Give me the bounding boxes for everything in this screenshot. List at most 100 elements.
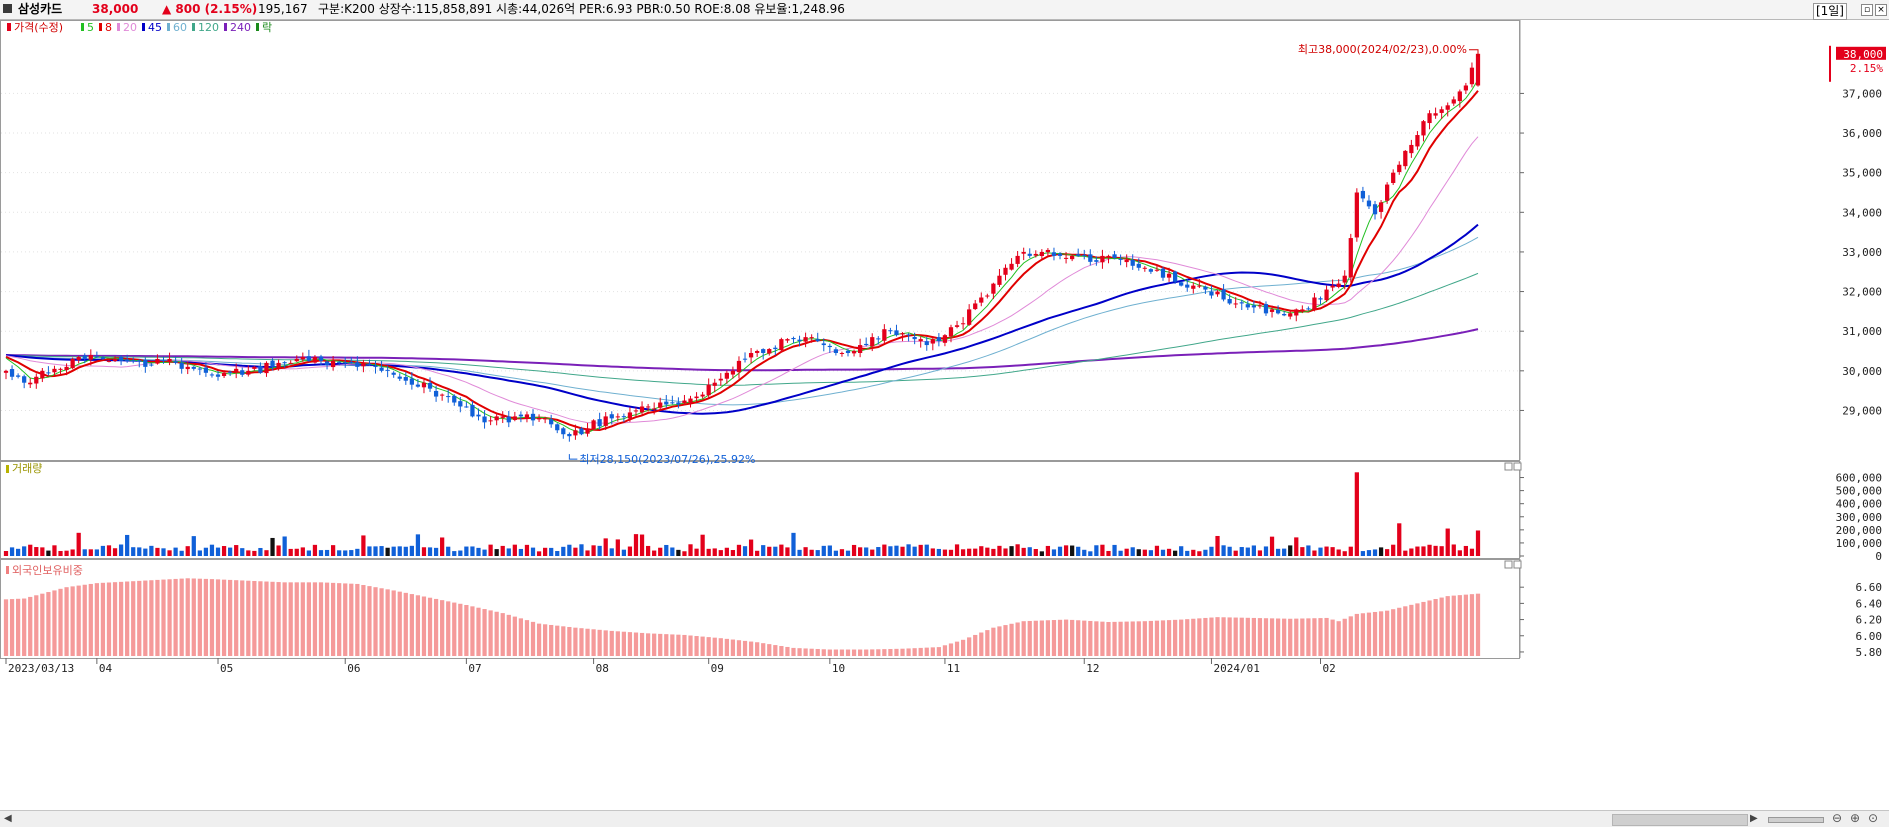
candle-body	[234, 368, 239, 372]
volume-bar	[367, 546, 372, 556]
volume-bar	[185, 546, 190, 556]
candle-body	[1360, 190, 1366, 199]
candle-body	[1318, 298, 1323, 300]
candle-body	[615, 416, 620, 418]
volume-bar	[906, 544, 911, 556]
volume-bar	[1118, 550, 1123, 556]
foreign-ratio-bar	[240, 580, 245, 656]
candle-body	[1015, 255, 1020, 264]
price-tick-label: 33,000	[1842, 246, 1882, 259]
volume-bar	[573, 547, 578, 556]
foreign-ratio-bar	[858, 649, 863, 656]
chart-scrollbar[interactable]: ◀ ▶ ⊖ ⊕ ⊙	[0, 810, 1889, 827]
volume-bar	[954, 544, 960, 556]
volume-bar	[52, 545, 57, 556]
volume-bar	[761, 545, 766, 556]
close-icon[interactable]: ×	[1875, 4, 1887, 16]
volume-bar	[397, 546, 402, 556]
volume-bar	[1275, 548, 1281, 556]
candle-body	[118, 356, 124, 361]
foreign-ratio-bar	[1397, 607, 1402, 656]
foreign-ratio-bar	[276, 582, 281, 656]
candle-body	[1154, 269, 1160, 271]
candle-body	[688, 398, 693, 403]
candle-body	[1269, 309, 1275, 312]
volume-bar	[858, 547, 863, 556]
volume-bar	[1027, 547, 1032, 556]
price-tick-label: 30,000	[1842, 365, 1882, 378]
scroll-right-icon[interactable]: ▶	[1750, 813, 1758, 824]
candle-body	[518, 414, 524, 417]
legend-ma-swatch-20	[117, 23, 120, 31]
candle-body	[1403, 150, 1408, 167]
candle-body	[1045, 249, 1051, 253]
volume-bar	[1330, 547, 1335, 556]
zoom-out-icon[interactable]: ⊖	[1832, 811, 1843, 825]
legend-ma-label-240: 240	[230, 21, 251, 34]
volume-tick-label: 500,000	[1836, 485, 1882, 498]
foreign-ratio-bar	[603, 630, 608, 656]
minimize-icon[interactable]: ▫	[1861, 4, 1873, 16]
foreign-ratio-bar	[839, 649, 845, 656]
panel-maximize-icon	[1504, 560, 1513, 569]
x-tick-label: 09	[711, 662, 724, 675]
candle-body	[1391, 172, 1396, 183]
candle-body	[1039, 251, 1044, 257]
volume-bar	[270, 537, 275, 556]
price-tick-label: 35,000	[1842, 167, 1882, 180]
candle-body	[670, 402, 675, 404]
candle-body	[882, 329, 887, 341]
volume-bar	[676, 549, 681, 556]
volume-bar	[379, 546, 384, 556]
panel-maximize-icon	[1504, 462, 1513, 471]
volume-bar	[561, 546, 566, 556]
candle-body	[767, 349, 772, 354]
last-price-badge: 38,000	[1843, 48, 1883, 61]
zoom-slider[interactable]	[1768, 817, 1824, 823]
volume-bar	[1288, 545, 1293, 556]
foreign-ratio-bar	[70, 586, 75, 656]
period-button[interactable]: [1일]	[1812, 3, 1847, 20]
volume-bar	[1463, 545, 1469, 556]
candle-body	[1385, 184, 1390, 201]
x-tick-label: 06	[347, 662, 360, 675]
volume-bar	[1076, 546, 1081, 556]
foreign-ratio-bar	[609, 630, 614, 656]
volume-bar	[682, 551, 687, 556]
volume-bar	[167, 550, 172, 556]
volume-bar	[1191, 549, 1196, 556]
stock-stats: 구분:K200 상장수:115,858,891 시총:44,026억 PER:6…	[318, 2, 845, 16]
last-price-badge-bg	[1836, 46, 1886, 60]
foreign-ratio-bar	[561, 626, 566, 656]
candle-body	[821, 343, 826, 346]
foreign-ratio-bar	[100, 582, 106, 656]
price-tick-label: 36,000	[1842, 127, 1882, 140]
scroll-left-icon[interactable]: ◀	[4, 813, 12, 824]
panel-close-icon	[1513, 462, 1522, 471]
candle-body	[500, 416, 505, 418]
volume-bar	[137, 547, 142, 556]
volume-bar	[1342, 551, 1347, 556]
zoom-in-icon[interactable]: ⊕	[1850, 811, 1861, 825]
volume-bar	[1421, 546, 1426, 556]
foreign-tick-label: 6.60	[1856, 581, 1883, 594]
candle-body	[664, 401, 669, 405]
foreign-ratio-bar	[1336, 621, 1341, 656]
foreign-ratio-bar	[906, 648, 911, 656]
foreign-ratio-bar	[264, 581, 269, 656]
volume-bar	[712, 548, 717, 556]
candle-body	[730, 370, 736, 375]
volume-bar	[1263, 546, 1269, 556]
scroll-thumb[interactable]	[1612, 814, 1748, 826]
volume-bar	[355, 548, 360, 556]
stock-name[interactable]: 삼성카드	[18, 2, 63, 16]
foreign-ratio-bar	[736, 640, 742, 656]
volume-bar	[633, 534, 639, 556]
zoom-reset-icon[interactable]: ⊙	[1868, 811, 1879, 825]
volume-bar	[597, 545, 602, 556]
candle-body	[1148, 269, 1154, 272]
candle-body	[397, 376, 402, 379]
volume-bar	[1451, 544, 1456, 556]
candle-body	[494, 416, 499, 421]
volume-bar	[579, 544, 584, 556]
